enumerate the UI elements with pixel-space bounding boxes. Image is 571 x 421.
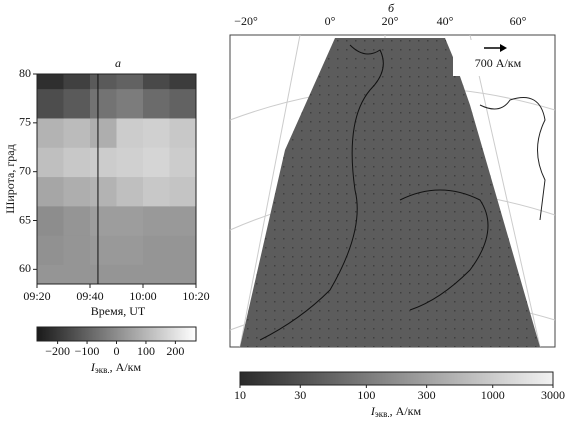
heat-cell — [63, 176, 91, 207]
heat-cell — [143, 205, 170, 236]
heat-cell — [116, 74, 144, 90]
x-tick-label: 10:00 — [129, 289, 156, 303]
heat-cell — [143, 117, 170, 148]
unit: , А/км — [390, 404, 422, 418]
unit: , А/км — [110, 360, 142, 374]
coastline — [259, 44, 489, 341]
heat-cell — [143, 147, 170, 178]
heat-cell — [116, 235, 144, 265]
heat-cell — [169, 74, 196, 90]
x-axis-label: Время, UT — [91, 304, 146, 318]
colorbar — [239, 371, 554, 386]
heat-cell — [63, 74, 91, 90]
subscript: экв. — [95, 365, 110, 375]
heat-cell — [37, 74, 64, 90]
x-tick-label: 09:20 — [23, 289, 50, 303]
heat-cell — [37, 147, 64, 178]
heat-cell — [116, 117, 144, 148]
y-axis-label: Широта, град — [3, 144, 17, 213]
heat-cell — [90, 117, 117, 148]
y-tick-label: 80 — [19, 66, 31, 80]
subscript: экв. — [375, 409, 390, 419]
colorbar-tick-label: −100 — [75, 344, 100, 358]
longitude-label: 20° — [382, 14, 399, 28]
colorbar-tick-label: 200 — [166, 344, 184, 358]
symbol: I — [370, 404, 376, 418]
symbol: I — [90, 360, 96, 374]
colorbar-tick-label: 3000 — [541, 388, 565, 402]
heat-cell — [90, 88, 117, 119]
vector-field — [240, 38, 540, 347]
heat-cell — [169, 205, 196, 236]
heat-cell — [63, 88, 91, 119]
y-tick-label: 70 — [19, 163, 31, 177]
heat-cell — [63, 264, 91, 284]
colorbar-tick-label: 1000 — [481, 388, 505, 402]
longitude-label: 40° — [437, 14, 454, 28]
heat-cell — [90, 176, 117, 207]
heat-cell — [90, 235, 117, 265]
colorbar-tick-label: 300 — [418, 388, 436, 402]
y-tick-label: 75 — [19, 115, 31, 129]
heat-cell — [169, 147, 196, 178]
heat-cell — [169, 88, 196, 119]
heat-cell — [169, 176, 196, 207]
heat-cell — [63, 205, 91, 236]
colorbar-tick-label: 10 — [234, 388, 246, 402]
longitude-label: 60° — [510, 14, 527, 28]
heat-cell — [90, 264, 117, 284]
longitude-label: 0° — [325, 14, 336, 28]
reference-label: 700 А/км — [475, 56, 522, 70]
coastline — [479, 97, 546, 221]
y-tick-label: 60 — [19, 261, 31, 275]
heat-cell — [116, 147, 144, 178]
colorbar — [36, 326, 197, 342]
heat-cell — [116, 176, 144, 207]
heat-cell — [169, 235, 196, 265]
heat-cell — [90, 74, 117, 90]
heat-cell — [143, 88, 170, 119]
heat-cell — [37, 205, 64, 236]
panel-label: а — [115, 56, 121, 70]
heat-cell — [116, 264, 144, 284]
heat-cell — [63, 117, 91, 148]
colorbar-tick-label: 100 — [137, 344, 155, 358]
heat-cell — [63, 147, 91, 178]
x-tick-label: 09:40 — [76, 289, 103, 303]
colorbar-tick-label: 30 — [294, 388, 306, 402]
plot-frame — [36, 73, 197, 285]
heat-cell — [169, 117, 196, 148]
heat-cell — [37, 176, 64, 207]
arrow-head — [500, 44, 507, 52]
colorbar-label: Iэкв., А/км — [370, 404, 422, 419]
heat-cell — [169, 264, 196, 284]
panel-label: б — [388, 1, 395, 15]
colorbar-tick-label: −200 — [45, 344, 70, 358]
heat-cell — [143, 74, 170, 90]
heat-cell — [90, 205, 117, 236]
heat-cell — [90, 147, 117, 178]
heat-cell — [143, 264, 170, 284]
heat-cell — [37, 117, 64, 148]
heat-cell — [37, 235, 64, 265]
colorbar-label: Iэкв., А/км — [90, 360, 142, 375]
heat-cell — [143, 235, 170, 265]
y-tick-label: 65 — [19, 212, 31, 226]
heatmap — [37, 74, 196, 284]
heat-cell — [37, 88, 64, 119]
x-tick-label: 10:20 — [182, 289, 209, 303]
colorbar-tick-label: 100 — [357, 388, 375, 402]
heat-cell — [143, 176, 170, 207]
longitude-label: −20° — [234, 14, 258, 28]
heat-cell — [116, 205, 144, 236]
colorbar-tick-label: 0 — [114, 344, 120, 358]
heat-cell — [116, 88, 144, 119]
heat-cell — [63, 235, 91, 265]
heat-cell — [37, 264, 64, 284]
